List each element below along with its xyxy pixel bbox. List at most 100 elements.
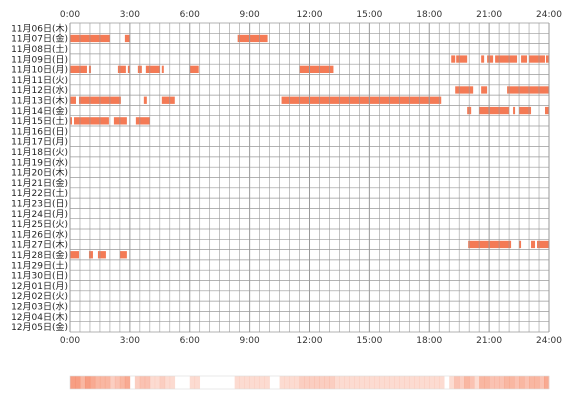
summary-cell [239, 376, 245, 389]
sleep-bar [145, 65, 160, 73]
summary-cell [359, 376, 365, 389]
sleep-bar [521, 55, 528, 63]
row-date-label: 11月21日(金) [11, 177, 68, 189]
sleep-bar [73, 117, 109, 125]
sleep-bar [70, 117, 72, 125]
row-date-label: 12月05日(金) [11, 321, 68, 333]
sleep-bar [281, 96, 442, 104]
summary-cell [139, 376, 146, 389]
summary-cell [270, 376, 275, 389]
summary-cell [459, 376, 465, 389]
summary-cell [154, 376, 161, 389]
row-date-label: 11月09日(日) [11, 54, 68, 65]
summary-cell [225, 376, 230, 389]
sleep-bar [519, 106, 532, 115]
summary-cell [215, 376, 220, 389]
summary-cell [159, 376, 166, 389]
x-tick-label-top: 24:00 [536, 10, 562, 20]
x-tick-label-top: 9:00 [240, 10, 260, 20]
sleep-bar [113, 117, 127, 125]
row-date-label: 12月04日(木) [11, 311, 68, 323]
x-tick-label-bottom: 12:00 [297, 336, 323, 346]
sleep-bar [537, 240, 549, 249]
x-tick-label-bottom: 18:00 [416, 336, 442, 346]
row-date-label: 11月29日(土) [11, 259, 68, 271]
summary-cell [534, 376, 540, 389]
summary-cell [399, 376, 405, 389]
row-date-label: 11月15日(土) [11, 115, 68, 127]
x-tick-label-top: 6:00 [180, 10, 200, 20]
row-date-label: 11月20日(木) [11, 167, 68, 179]
summary-cell [374, 376, 380, 389]
summary-cell [464, 376, 470, 389]
summary-cell [469, 376, 475, 389]
sleep-bar [519, 240, 522, 249]
summary-cell [275, 376, 280, 389]
summary-cell [89, 376, 96, 389]
sleep-bar [70, 65, 87, 73]
x-tick-label-bottom: 21:00 [476, 336, 502, 346]
sleep-bar [531, 240, 536, 249]
summary-cell [529, 376, 535, 389]
sleep-bar [456, 55, 468, 63]
summary-cell [244, 376, 250, 389]
row-date-label: 12月01日(月) [11, 281, 68, 292]
row-date-label: 11月16日(日) [11, 126, 68, 137]
row-date-label: 11月18日(火) [11, 147, 68, 158]
summary-cell [319, 376, 325, 389]
sleep-bar [546, 55, 549, 63]
summary-cell [329, 376, 335, 389]
summary-cell [230, 376, 235, 389]
row-date-label: 11月23日(日) [11, 198, 68, 209]
summary-cell [334, 376, 340, 389]
summary-cell [429, 376, 435, 389]
summary-cell [414, 376, 420, 389]
row-date-label: 11月13日(木) [11, 94, 68, 106]
row-date-label: 11月17日(月) [11, 137, 68, 148]
summary-cell [130, 376, 135, 389]
sleep-bar [161, 96, 175, 104]
summary-cell [189, 376, 196, 389]
x-tick-label-bottom: 0:00 [60, 336, 80, 346]
summary-cell [489, 376, 495, 389]
summary-cell [504, 376, 510, 389]
sleep-bar [299, 65, 334, 73]
summary-cell [404, 376, 410, 389]
summary-cell [114, 376, 121, 389]
summary-cell [205, 376, 210, 389]
sleep-bar [487, 55, 494, 63]
x-tick-label-bottom: 6:00 [180, 336, 200, 346]
summary-cell [94, 376, 101, 389]
sleep-bar [481, 86, 488, 94]
row-date-label: 11月28日(金) [11, 249, 68, 261]
summary-cell [249, 376, 255, 389]
x-tick-label-top: 18:00 [416, 10, 442, 20]
sleep-bar [161, 65, 164, 73]
summary-cell [124, 376, 131, 389]
x-tick-label-bottom: 9:00 [240, 336, 260, 346]
sleep-bar [529, 55, 546, 63]
summary-cell [509, 376, 515, 389]
row-date-label: 11月06日(木) [11, 22, 68, 34]
row-date-label: 11月30日(日) [11, 271, 68, 282]
x-tick-label-top: 0:00 [60, 10, 80, 20]
x-tick-label-top: 21:00 [476, 10, 502, 20]
summary-cell [354, 376, 360, 389]
row-date-label: 11月25日(火) [11, 219, 68, 230]
row-date-label: 11月07日(金) [11, 33, 68, 45]
summary-cell [379, 376, 385, 389]
summary-cell [434, 376, 440, 389]
summary-cell [169, 376, 176, 389]
summary-cell [544, 376, 550, 389]
grid-layer [69, 22, 550, 333]
row-date-label: 11月14日(金) [11, 105, 68, 117]
summary-cell [70, 376, 76, 389]
row-labels: 11月06日(木)11月07日(金)11月08日(土)11月09日(日)11月1… [11, 22, 68, 333]
sleep-bar [119, 251, 127, 259]
summary-cell [84, 376, 91, 389]
summary-cell [474, 376, 480, 389]
sleep-bar [117, 65, 126, 73]
sleep-bar [513, 106, 516, 115]
summary-cell [344, 376, 350, 389]
